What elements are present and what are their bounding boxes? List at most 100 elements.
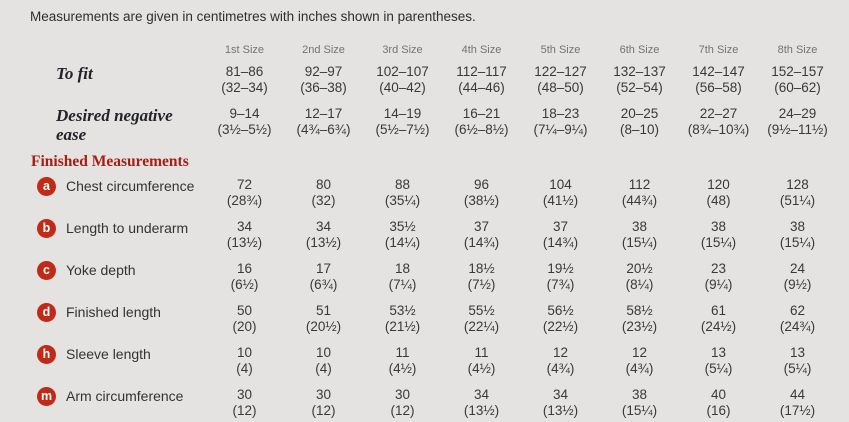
inch-value: (13½) [305, 235, 342, 250]
size-header: 3rd Size [382, 44, 423, 56]
inch-value: (22½) [542, 319, 579, 334]
letter-badge-icon: c [37, 261, 56, 280]
inch-value: (22¼) [463, 319, 500, 334]
value-cell: 16–21 (6½–8½) [442, 105, 521, 147]
measurement-label-wrap: m Arm circumference [31, 387, 204, 406]
size-header: 4th Size [461, 44, 502, 56]
cm-value: 18 [394, 261, 411, 276]
cm-value: 34 [315, 219, 332, 234]
value-cell: 11 (4½) [363, 344, 442, 386]
inch-value: (6½–8½) [454, 122, 509, 137]
size-header: 1st Size [224, 44, 265, 56]
value-cell: 12 (4¾) [600, 344, 679, 386]
inch-value: (23½) [621, 319, 658, 334]
section-heading-row: Finished Measurements [30, 147, 837, 176]
section-heading: Finished Measurements [31, 152, 189, 170]
value-cell: 55½ (22¼) [442, 302, 521, 344]
measurement-row: c Yoke depth 16 (6½) 17 (6¾) 18 (7¼) 18½ (7½) 19½(… [30, 260, 837, 302]
measurement-label-wrap: c Yoke depth [31, 261, 204, 280]
value-cell: 30 (12) [284, 386, 363, 422]
inch-value: (7½) [467, 277, 496, 292]
value-cell: 62 (24¾) [758, 302, 837, 344]
inch-value: (16) [706, 403, 731, 418]
cm-value: 20–25 [620, 106, 659, 121]
inch-value: (24¾) [779, 319, 816, 334]
fit-row-label: To fit [56, 64, 93, 83]
value-cell: 128 (51¼) [758, 176, 837, 218]
table-body: To fit 81–86 (32–34) 92–97 (36–38) 102–107 (40… [30, 63, 837, 422]
value-cell: 53½ (21½) [363, 302, 442, 344]
value-cell: 132–137 (52–54) [600, 63, 679, 105]
measurement-label-cell: a Chest circumference [30, 176, 205, 218]
cm-value: 51 [315, 303, 332, 318]
inch-value: (13½) [463, 403, 500, 418]
value-cell: 23 (9¼) [679, 260, 758, 302]
cm-value: 9–14 [229, 106, 260, 121]
fit-row: Desired negative ease 9–14 (3½–5½) 12–17 (4¾… [30, 105, 837, 147]
cm-value: 34 [473, 387, 490, 402]
cm-value: 80 [315, 177, 332, 192]
cm-value: 38 [631, 387, 648, 402]
cm-value: 12 [552, 345, 569, 360]
cm-value: 50 [236, 303, 253, 318]
value-cell: 34 (13½) [442, 386, 521, 422]
cm-value: 112–117 [456, 64, 507, 79]
value-cell: 51 (20½) [284, 302, 363, 344]
inch-value: (14¾) [542, 235, 579, 250]
value-cell: 37 (14¾) [442, 218, 521, 260]
value-cell: 16 (6½) [205, 260, 284, 302]
cm-value: 16 [236, 261, 253, 276]
measurement-label: Arm circumference [66, 388, 184, 404]
inch-value: (15¼) [779, 235, 816, 250]
cm-value: 72 [236, 177, 253, 192]
inch-value: (4¾) [625, 361, 654, 376]
cm-value: 37 [473, 219, 490, 234]
value-cell: 38 (15¼) [679, 218, 758, 260]
value-cell: 38 (15¼) [600, 218, 679, 260]
value-cell: 88 (35¼) [363, 176, 442, 218]
cm-value: 38 [631, 219, 648, 234]
inch-value: (15¼) [621, 403, 658, 418]
value-cell: 40 (16) [679, 386, 758, 422]
value-cell: 30 (12) [363, 386, 442, 422]
fit-row-label: Desired negative ease [56, 106, 173, 144]
cm-value: 34 [236, 219, 253, 234]
size-table: 1st Size 2nd Size 3rd Size 4th Size 5th Size… [30, 31, 837, 422]
value-cell: 20½ (8¼) [600, 260, 679, 302]
inch-value: (14¾) [463, 235, 500, 250]
cm-value: 30 [315, 387, 332, 402]
cm-value: 23 [710, 261, 727, 276]
fit-row: To fit 81–86 (32–34) 92–97 (36–38) 102–107 (40… [30, 63, 837, 105]
inch-value: (7¼–9¼) [533, 122, 588, 137]
value-cell: 11 (4½) [442, 344, 521, 386]
value-cell: 10 (4) [205, 344, 284, 386]
inch-value: (52–54) [616, 80, 663, 95]
cm-value: 61 [710, 303, 727, 318]
value-cell: 72 (28¾) [205, 176, 284, 218]
value-cell: 35½ (14¼) [363, 218, 442, 260]
inch-value: (9¼) [704, 277, 733, 292]
value-cell: 34 (13½) [521, 386, 600, 422]
inch-value: (15¼) [700, 235, 737, 250]
value-cell: 142–147 (56–58) [679, 63, 758, 105]
cm-value: 53½ [389, 303, 416, 318]
value-cell: 152–157 (60–62) [758, 63, 837, 105]
value-cell: 58½ (23½) [600, 302, 679, 344]
value-cell: 80 (32) [284, 176, 363, 218]
value-cell: 24–29 (9½–11½) [758, 105, 837, 147]
value-cell: 38 (15¼) [758, 218, 837, 260]
inch-value: (4¾) [546, 361, 575, 376]
inch-value: (40–42) [379, 80, 426, 95]
measurement-label-wrap: b Length to underarm [31, 219, 204, 238]
value-cell: 92–97 (36–38) [284, 63, 363, 105]
inch-value: (9½–11½) [767, 122, 828, 137]
value-cell: 14–19 (5½–7½) [363, 105, 442, 147]
cm-value: 19½ [547, 261, 574, 276]
cm-value: 128 [786, 177, 809, 192]
inch-value: (8¼) [625, 277, 654, 292]
inch-value: (51¼) [779, 193, 816, 208]
measurement-row: m Arm circumference 30 (12) 30 (12) 30 (12) 34 (1… [30, 386, 837, 422]
cm-value: 18–23 [541, 106, 580, 121]
inch-value: (48–50) [537, 80, 584, 95]
inch-value: (5¼) [783, 361, 812, 376]
